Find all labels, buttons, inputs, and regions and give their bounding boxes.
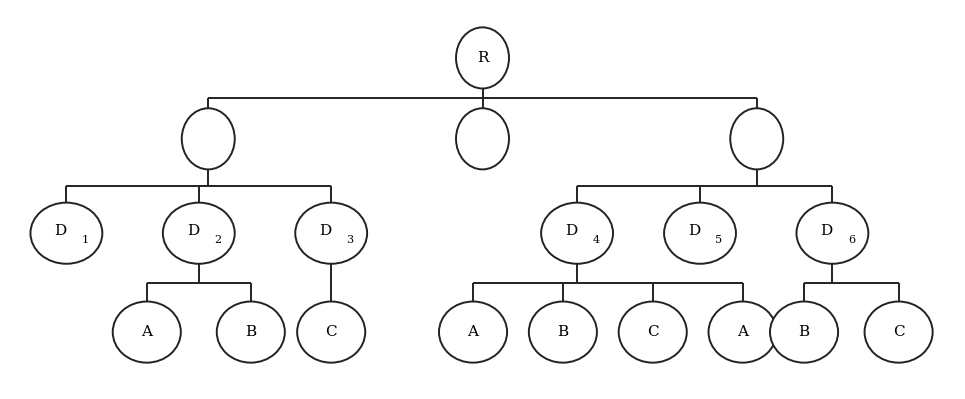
- Text: C: C: [893, 325, 904, 339]
- Text: 3: 3: [346, 235, 353, 245]
- Ellipse shape: [217, 302, 285, 363]
- Ellipse shape: [731, 108, 784, 170]
- Text: D: D: [55, 224, 67, 238]
- Text: B: B: [245, 325, 257, 339]
- Text: C: C: [647, 325, 658, 339]
- Ellipse shape: [541, 203, 613, 264]
- Ellipse shape: [163, 203, 234, 264]
- Text: 5: 5: [715, 235, 723, 245]
- Ellipse shape: [664, 203, 736, 264]
- Ellipse shape: [31, 203, 102, 264]
- Ellipse shape: [439, 302, 507, 363]
- Text: D: D: [187, 224, 199, 238]
- Text: D: D: [688, 224, 701, 238]
- Text: 4: 4: [593, 235, 599, 245]
- Text: B: B: [558, 325, 568, 339]
- Text: C: C: [325, 325, 337, 339]
- Text: A: A: [737, 325, 748, 339]
- Text: A: A: [141, 325, 152, 339]
- Ellipse shape: [708, 302, 777, 363]
- Text: D: D: [565, 224, 577, 238]
- Ellipse shape: [295, 203, 367, 264]
- Text: B: B: [798, 325, 810, 339]
- Ellipse shape: [865, 302, 932, 363]
- Text: R: R: [477, 51, 488, 65]
- Text: D: D: [319, 224, 332, 238]
- Ellipse shape: [619, 302, 687, 363]
- Ellipse shape: [770, 302, 838, 363]
- Ellipse shape: [456, 108, 509, 170]
- Text: 2: 2: [214, 235, 221, 245]
- Ellipse shape: [297, 302, 365, 363]
- Text: D: D: [820, 224, 833, 238]
- Ellipse shape: [456, 28, 509, 89]
- Text: 1: 1: [82, 235, 89, 245]
- Ellipse shape: [181, 108, 234, 170]
- Ellipse shape: [529, 302, 597, 363]
- Text: A: A: [468, 325, 479, 339]
- Ellipse shape: [113, 302, 180, 363]
- Text: 6: 6: [848, 235, 855, 245]
- Ellipse shape: [796, 203, 869, 264]
